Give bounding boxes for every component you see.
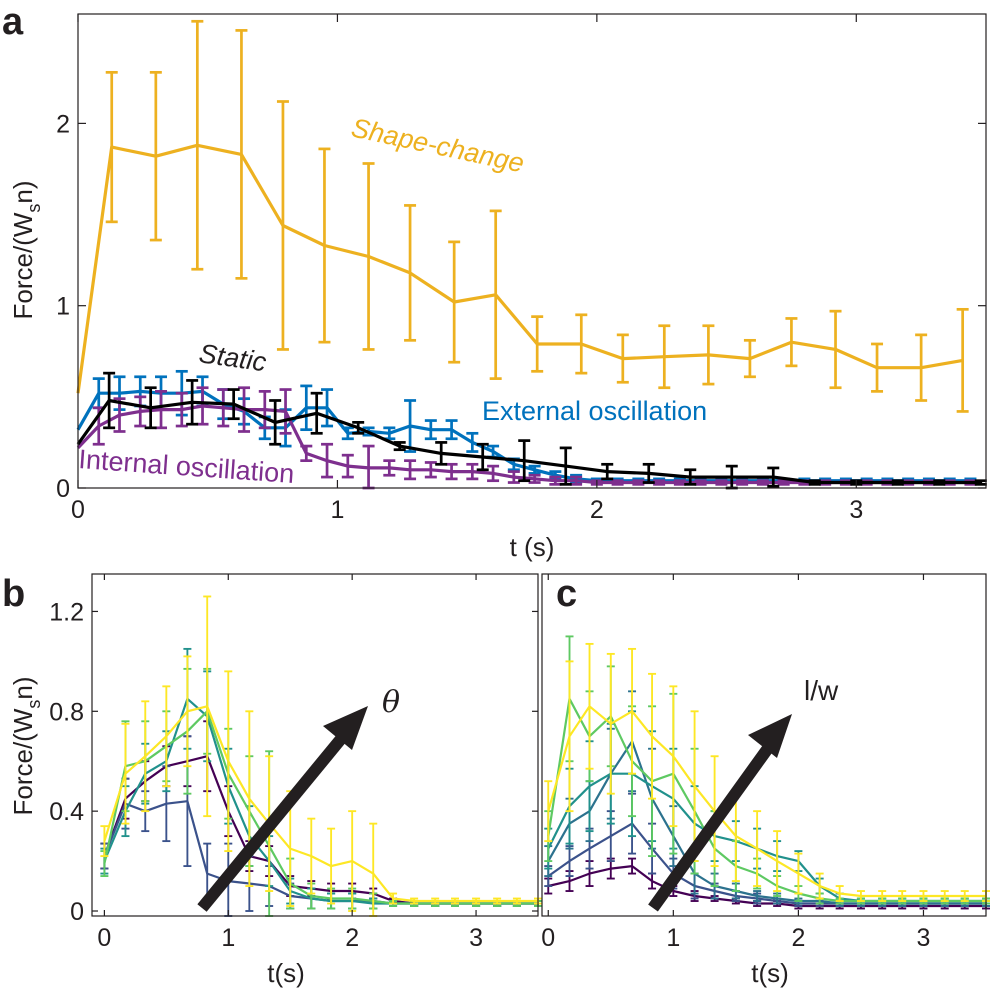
label-internal-oscillation: Internal oscillation [78,444,296,489]
x-tick-label: 1 [221,924,235,952]
series-line [103,800,538,905]
panel-b-frame [91,573,539,917]
y-tick-label: 2 [56,110,70,138]
panel-c-ticks: 0 1 2 3 [541,574,930,952]
x-tick-label: 0 [97,924,111,952]
panel-a-series [76,19,987,490]
series-2-5 [544,642,990,902]
y-tick-label: 1.2 [49,598,84,626]
x-tick-label: 0 [71,496,85,524]
lw-label: l/w [804,675,839,706]
label-external-oscillation: External oscillation [482,396,707,426]
x-tick-label: 2 [791,924,805,952]
x-tick-label: 1 [330,496,344,524]
panel-c: c 0 1 2 3 t(s) l/w [541,573,990,988]
panel-a: a 0 1 2 3 0 1 2 t (s) Force/(Wsn) Shape-change… [2,1,987,562]
lw-arrow [648,714,792,912]
panel-a-label: a [2,1,24,43]
panel-b-ylabel: Force/(Wsn) [8,676,44,815]
series-line [103,697,538,905]
series-line [547,697,986,903]
panel-a-xlabel: t (s) [510,532,555,562]
y-tick-label: 0 [70,898,84,926]
panel-c-xlabel: t(s) [751,958,789,988]
y-tick-label: 0.4 [49,798,84,826]
x-tick-label: 1 [666,924,680,952]
series-line [103,710,538,905]
x-tick-label: 3 [849,496,863,524]
series-line [76,398,981,485]
series-line [76,143,963,394]
series-line [547,740,986,905]
panel-a-ylabel: Force/(Wsn) [8,180,44,319]
y-tick-label: 1 [56,293,70,321]
panel-a-ticks: 0 1 2 3 0 1 2 [56,14,986,524]
theta-label: θ [382,685,400,720]
x-tick-label: 0 [541,924,555,952]
panel-b-xlabel: t(s) [267,958,305,988]
panel-b-series [100,595,542,917]
series-line [103,755,538,905]
theta-arrow [197,706,368,912]
y-tick-label: 0 [56,475,70,503]
panel-a-frame [77,13,987,489]
error-bar [974,479,987,486]
panel-c-series [544,635,990,910]
series-line [103,705,538,903]
panel-b-label: b [2,573,25,615]
x-tick-label: 2 [590,496,604,524]
panel-c-label: c [556,573,577,615]
series-line [547,705,986,898]
panel-c-frame [541,573,987,917]
y-tick-label: 0.8 [49,698,84,726]
x-tick-label: 3 [469,924,483,952]
x-tick-label: 2 [345,924,359,952]
error-bar [100,825,109,858]
panel-b: b 0 1 2 3 0 0.4 0.8 1.2 t(s) Force/(Wsn) θ [2,573,542,988]
series-0-0 [76,19,969,413]
series-line [548,865,986,908]
panel-b-ticks: 0 1 2 3 0 0.4 0.8 1.2 [49,574,538,952]
series-0-3 [76,371,987,490]
label-shape-change: Shape-change [349,113,527,179]
label-static: Static [197,338,269,377]
x-tick-label: 3 [917,924,931,952]
